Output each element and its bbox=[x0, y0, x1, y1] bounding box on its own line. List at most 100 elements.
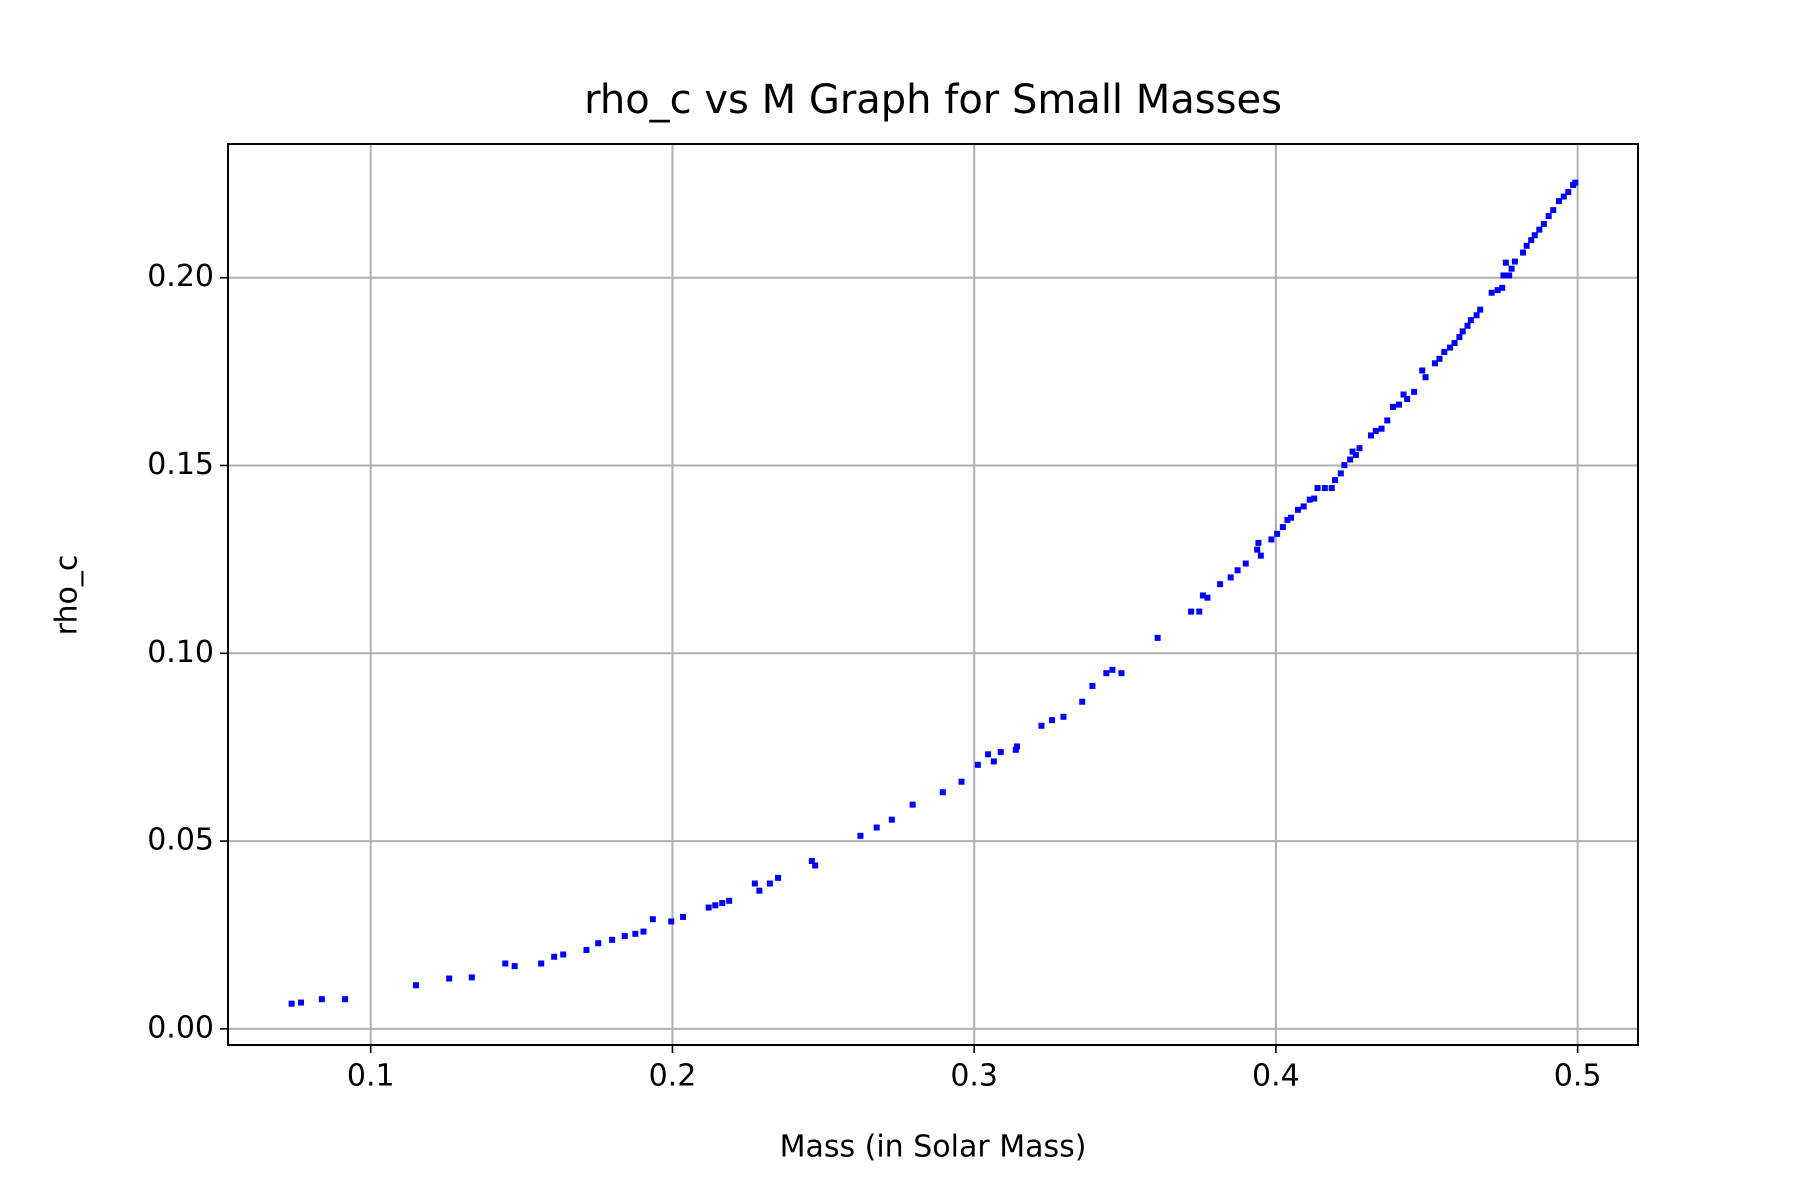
x-axis-label: Mass (in Solar Mass) bbox=[780, 1130, 1087, 1165]
point bbox=[632, 930, 639, 937]
point bbox=[990, 758, 997, 765]
x-tick-label: 0.2 bbox=[649, 1059, 697, 1094]
y-tick-label: 0.05 bbox=[147, 823, 214, 858]
point bbox=[812, 862, 819, 869]
point bbox=[1234, 567, 1241, 574]
point bbox=[1352, 451, 1359, 458]
point bbox=[1500, 272, 1507, 279]
point bbox=[298, 999, 305, 1006]
y-axis-label: rho_c bbox=[50, 555, 85, 636]
point bbox=[1560, 193, 1567, 200]
point bbox=[1337, 470, 1344, 477]
point bbox=[1288, 514, 1295, 521]
point bbox=[1060, 713, 1067, 720]
point bbox=[1451, 340, 1458, 347]
point bbox=[1332, 477, 1339, 484]
point bbox=[1314, 485, 1321, 492]
point bbox=[1341, 462, 1348, 469]
y-tick-label: 0.20 bbox=[147, 259, 214, 294]
point bbox=[468, 974, 475, 981]
point bbox=[1255, 539, 1262, 546]
point bbox=[1367, 432, 1374, 439]
point bbox=[1089, 682, 1096, 689]
point bbox=[1459, 328, 1466, 335]
point bbox=[1109, 666, 1116, 673]
point bbox=[1199, 592, 1206, 599]
point bbox=[1441, 349, 1448, 356]
point bbox=[1506, 272, 1513, 279]
point bbox=[288, 1000, 295, 1007]
point bbox=[595, 940, 602, 947]
x-tick-label: 0.1 bbox=[347, 1059, 395, 1094]
point bbox=[1217, 581, 1224, 588]
point bbox=[756, 887, 763, 894]
point bbox=[1456, 334, 1463, 341]
point bbox=[1523, 242, 1530, 249]
point bbox=[1014, 743, 1021, 750]
point bbox=[1384, 417, 1391, 424]
point bbox=[1536, 226, 1543, 233]
point bbox=[1431, 360, 1438, 367]
point bbox=[1254, 546, 1261, 553]
point bbox=[1520, 249, 1527, 256]
point bbox=[775, 874, 782, 881]
point bbox=[446, 975, 453, 982]
point bbox=[1268, 536, 1275, 543]
point bbox=[857, 832, 864, 839]
point bbox=[1473, 312, 1480, 319]
point bbox=[1378, 425, 1385, 432]
x-tick-label: 0.4 bbox=[1252, 1059, 1300, 1094]
point bbox=[680, 913, 687, 920]
point bbox=[342, 996, 349, 1003]
point bbox=[1555, 198, 1562, 205]
point bbox=[1540, 220, 1547, 227]
point bbox=[808, 857, 815, 864]
point bbox=[649, 916, 656, 923]
point bbox=[1279, 524, 1286, 531]
point bbox=[1038, 722, 1045, 729]
point bbox=[705, 904, 712, 911]
point bbox=[939, 789, 946, 796]
point bbox=[1545, 213, 1552, 220]
point bbox=[1188, 608, 1195, 615]
point bbox=[1477, 306, 1484, 313]
point bbox=[1550, 207, 1557, 214]
point bbox=[958, 778, 965, 785]
point bbox=[1389, 403, 1396, 410]
point bbox=[974, 761, 981, 768]
point bbox=[609, 936, 616, 943]
point bbox=[712, 902, 719, 909]
point bbox=[640, 928, 647, 935]
point bbox=[1502, 259, 1509, 266]
point bbox=[1049, 717, 1056, 724]
point bbox=[1227, 574, 1234, 581]
point bbox=[1411, 388, 1418, 395]
point bbox=[719, 900, 726, 907]
point bbox=[1531, 232, 1538, 239]
point bbox=[1436, 355, 1443, 362]
point bbox=[502, 960, 509, 967]
point bbox=[1311, 495, 1318, 502]
point bbox=[1400, 391, 1407, 398]
point bbox=[551, 953, 558, 960]
point bbox=[997, 749, 1004, 756]
point bbox=[1464, 322, 1471, 329]
point bbox=[1572, 179, 1579, 186]
point bbox=[1257, 552, 1264, 559]
point bbox=[888, 816, 895, 823]
point bbox=[1511, 258, 1518, 265]
point bbox=[1356, 445, 1363, 452]
point bbox=[1118, 670, 1125, 677]
point bbox=[1508, 265, 1515, 272]
point bbox=[1012, 746, 1019, 753]
y-tick-label: 0.00 bbox=[147, 1010, 214, 1045]
point bbox=[1079, 698, 1086, 705]
point bbox=[1349, 448, 1356, 455]
x-tick-label: 0.5 bbox=[1554, 1059, 1602, 1094]
point bbox=[1396, 401, 1403, 408]
point bbox=[751, 880, 758, 887]
point bbox=[1274, 530, 1281, 537]
point bbox=[1154, 634, 1161, 641]
